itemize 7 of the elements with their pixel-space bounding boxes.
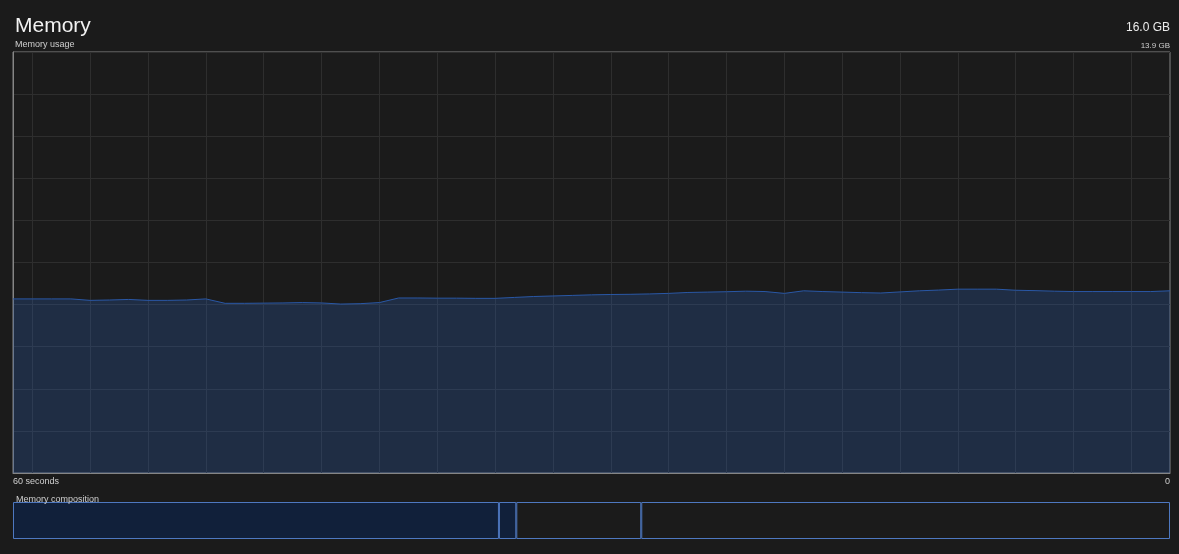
chart-title: Memory [15, 13, 92, 36]
text: 0 [1164, 475, 1171, 486]
text: 13.9 GB [1140, 40, 1171, 50]
chart-title: Memory composition [16, 493, 100, 504]
text: 16.0 GB [1125, 20, 1170, 34]
chart-subtitle: Memory usage [15, 38, 75, 49]
text: 60 seconds [13, 475, 60, 486]
